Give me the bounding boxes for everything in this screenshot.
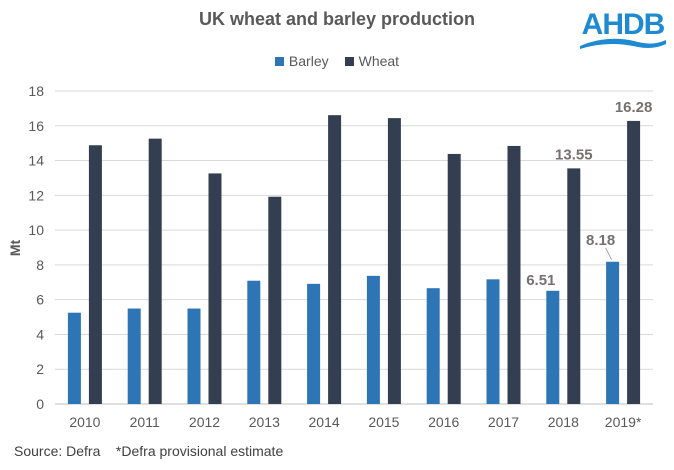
y-tick-label: 6 <box>36 292 44 308</box>
bar-barley <box>426 288 440 404</box>
x-tick-label: 2013 <box>249 414 280 430</box>
bar-barley <box>67 312 81 404</box>
x-tick-label: 2010 <box>69 414 100 430</box>
data-label: 8.18 <box>586 232 615 249</box>
bar-barley <box>486 279 500 404</box>
bar-barley <box>127 308 141 404</box>
bar-barley <box>307 283 321 404</box>
bar-barley <box>606 261 620 404</box>
legend-swatch-barley <box>274 56 284 66</box>
chart-title: UK wheat and barley production <box>198 9 476 29</box>
x-tick-label: 2012 <box>189 414 220 430</box>
bar-barley <box>187 308 201 404</box>
bar-wheat <box>148 138 162 404</box>
bar-wheat <box>507 145 521 404</box>
bar-wheat <box>88 145 102 404</box>
svg-text:AHDB: AHDB <box>582 8 665 41</box>
y-tick-label: 0 <box>36 396 44 412</box>
y-tick-label: 2 <box>36 361 44 377</box>
data-label: 6.51 <box>526 272 555 289</box>
legend-swatch-wheat <box>344 56 354 66</box>
x-tick-label: 2015 <box>368 414 399 430</box>
bar-wheat <box>268 196 282 404</box>
y-tick-label: 16 <box>28 118 44 134</box>
bar-barley <box>366 275 380 404</box>
bar-wheat <box>387 118 401 405</box>
source-note: Source: Defra *Defra provisional estimat… <box>14 443 284 459</box>
y-tick-label: 4 <box>36 326 44 342</box>
leader-line <box>605 247 613 260</box>
bar-wheat <box>447 153 461 404</box>
bar-wheat <box>567 168 581 404</box>
x-tick-label: 2016 <box>428 414 459 430</box>
y-tick-label: 10 <box>28 222 44 238</box>
data-label: 16.28 <box>615 99 653 116</box>
y-tick-label: 12 <box>28 187 44 203</box>
y-tick-label: 14 <box>28 153 44 169</box>
y-tick-label: 8 <box>36 257 44 273</box>
bar-wheat <box>627 120 641 405</box>
bar-barley <box>546 290 560 404</box>
legend-item-wheat: Wheat <box>344 53 400 69</box>
y-axis-label: Mt <box>7 240 23 257</box>
x-tick-label: 2011 <box>130 414 160 430</box>
legend-label-barley: Barley <box>288 53 329 69</box>
bar-wheat <box>328 115 342 404</box>
y-tick-label: 18 <box>28 83 44 99</box>
data-label: 13.55 <box>555 146 593 163</box>
x-tick-label: 2019* <box>605 414 642 430</box>
legend-label-wheat: Wheat <box>358 53 400 69</box>
bar-barley <box>247 280 261 404</box>
bar-wheat <box>208 173 222 404</box>
x-tick-label: 2014 <box>309 414 340 430</box>
ahdb-logo: AHDB <box>578 6 668 55</box>
x-tick-label: 2018 <box>548 414 579 430</box>
x-tick-label: 2017 <box>488 414 519 430</box>
legend-item-barley: Barley <box>274 53 329 69</box>
legend: Barley Wheat <box>0 53 674 69</box>
